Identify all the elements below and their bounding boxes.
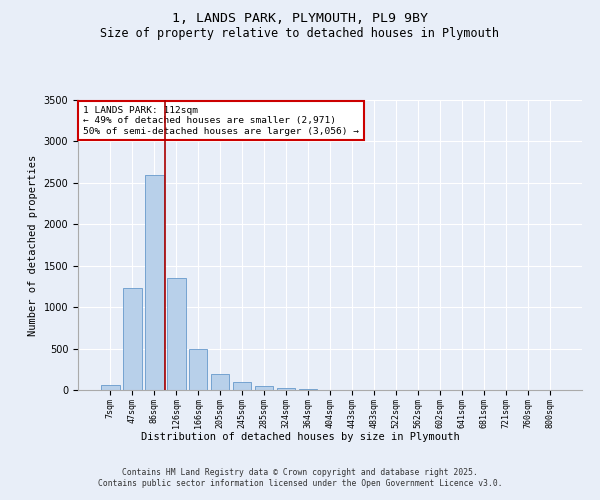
Bar xyxy=(189,350,208,390)
Bar xyxy=(277,388,295,390)
Y-axis label: Number of detached properties: Number of detached properties xyxy=(28,154,38,336)
Bar xyxy=(299,389,317,390)
Bar xyxy=(211,374,229,390)
Text: Contains HM Land Registry data © Crown copyright and database right 2025.
Contai: Contains HM Land Registry data © Crown c… xyxy=(98,468,502,487)
Bar xyxy=(167,278,185,390)
Text: 1, LANDS PARK, PLYMOUTH, PL9 9BY: 1, LANDS PARK, PLYMOUTH, PL9 9BY xyxy=(172,12,428,26)
Text: Distribution of detached houses by size in Plymouth: Distribution of detached houses by size … xyxy=(140,432,460,442)
Bar xyxy=(123,288,142,390)
Text: Size of property relative to detached houses in Plymouth: Size of property relative to detached ho… xyxy=(101,28,499,40)
Bar xyxy=(145,174,164,390)
Bar xyxy=(101,386,119,390)
Bar xyxy=(255,386,274,390)
Bar xyxy=(233,382,251,390)
Text: 1 LANDS PARK: 112sqm
← 49% of detached houses are smaller (2,971)
50% of semi-de: 1 LANDS PARK: 112sqm ← 49% of detached h… xyxy=(83,106,359,136)
